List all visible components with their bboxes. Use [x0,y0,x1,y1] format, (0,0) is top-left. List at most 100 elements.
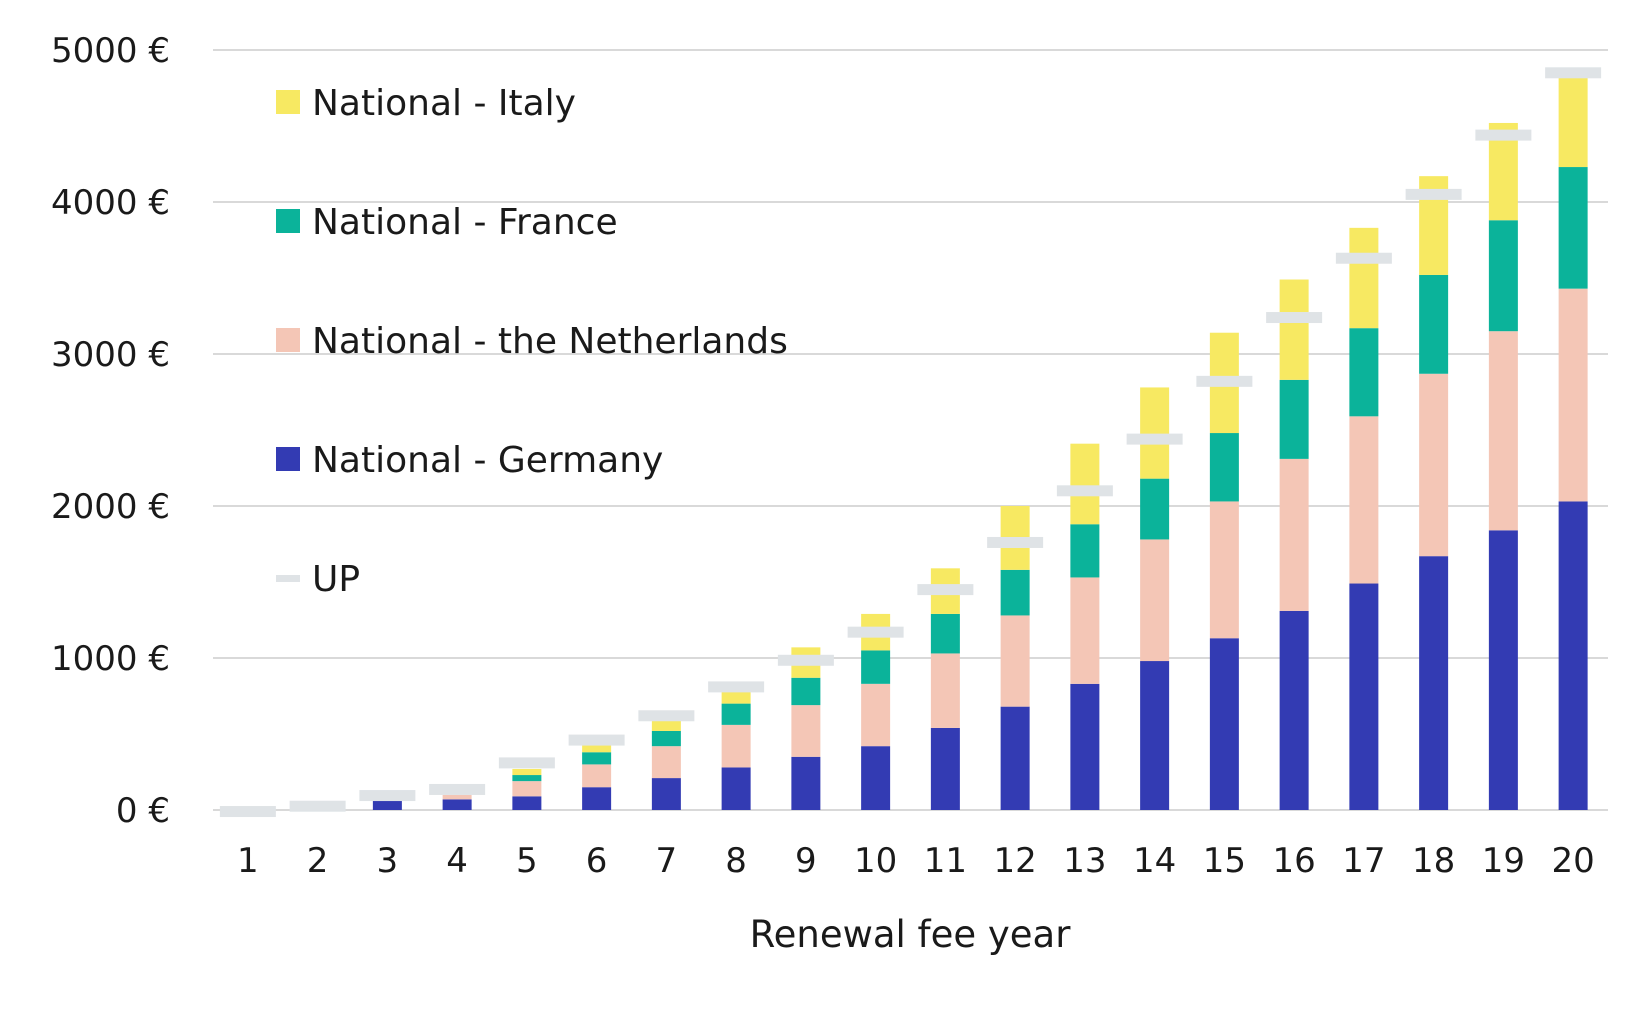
bar-segment [1349,416,1379,584]
bar-segment [651,730,681,747]
legend-swatch [276,90,300,114]
legend-swatch [276,209,300,233]
up-marker [1266,312,1323,324]
bar-segment [1000,569,1030,616]
bar-segment [1349,583,1379,810]
bar-segment [1558,288,1588,502]
bar-segment [1140,387,1170,479]
x-tick-label: 8 [725,841,747,881]
x-axis-title: Renewal fee year [750,913,1072,956]
bar-segment [582,743,612,753]
up-marker [917,584,974,596]
bar-segment [1070,524,1100,578]
y-tick-label: 5000 € [51,31,170,71]
x-tick-label: 5 [516,841,538,881]
x-tick-label: 14 [1133,841,1176,881]
y-tick-label: 0 € [116,791,170,831]
bar-segment [1070,577,1100,684]
x-tick-label: 9 [795,841,817,881]
bar-segment [861,683,891,747]
bar-segment [930,727,960,810]
legend-label: UP [312,559,360,600]
x-tick-label: 3 [377,841,399,881]
bar-segment [1488,530,1518,810]
bar-segment [1209,433,1239,502]
x-tick-label: 16 [1272,841,1315,881]
bar-segment [512,768,542,776]
x-tick-label: 10 [854,841,897,881]
up-marker [847,626,904,638]
bars [372,75,1588,810]
bar-segment [861,746,891,810]
bar-segment [512,775,542,782]
bar-segment [721,703,751,725]
legend-label: National - France [312,202,618,243]
bar-segment [1140,478,1170,540]
bar-segment [651,746,681,779]
bar-segment [1209,501,1239,639]
bar-segment [930,613,960,654]
up-marker [987,536,1044,548]
bar-segment [512,781,542,797]
bar-segment [1279,458,1309,611]
bar-segment [1558,167,1588,289]
up-marker [777,654,834,666]
x-tick-label: 13 [1063,841,1106,881]
x-tick-label: 18 [1412,841,1455,881]
bar-segment [930,653,960,728]
x-tick-label: 11 [924,841,967,881]
up-marker [568,734,625,746]
bar-segment [582,752,612,765]
legend: National - Italy National - France Nationa… [276,83,788,600]
x-tick-label: 15 [1203,841,1246,881]
legend-swatch [276,328,300,352]
bar-segment [721,724,751,768]
legend-label: National - Italy [312,83,576,124]
y-tick-label: 1000 € [51,639,170,679]
bar-segment [1419,373,1449,557]
legend-label: National - Germany [312,440,663,481]
x-tick-label: 6 [586,841,608,881]
up-marker [498,757,555,769]
up-marker [1475,129,1532,141]
gridlines [213,49,1608,811]
y-axis-tick-labels: 0 € 1000 € 2000 € 3000 € 4000 € 5000 € [51,31,170,831]
bar-segment [651,718,681,731]
bar-segment [1558,75,1588,168]
x-tick-label: 4 [446,841,468,881]
x-tick-label: 2 [307,841,329,881]
y-tick-label: 3000 € [51,335,170,375]
y-tick-label: 2000 € [51,487,170,527]
bar-segment [582,764,612,788]
bar-segment [442,799,472,810]
x-axis-tick-labels: 1 2 3 4 5 6 7 8 9 10 11 12 13 14 15 16 17 18 19 20 [237,841,1595,881]
bar-segment [791,705,821,757]
up-marker [708,681,765,693]
x-tick-label: 17 [1342,841,1385,881]
x-tick-label: 20 [1551,841,1594,881]
bar-segment [791,756,821,810]
bar-segment [1209,638,1239,810]
bar-segment [1140,661,1170,810]
legend-label: National - the Netherlands [312,321,788,362]
bar-segment [1488,220,1518,332]
up-marker [1056,485,1113,497]
up-marker [359,790,416,802]
bar-segment [1279,279,1309,380]
bar-segment [582,787,612,810]
bar-segment [1419,556,1449,810]
bar-segment [791,677,821,706]
up-marker [1545,67,1602,79]
bar-segment [721,767,751,810]
bar-segment [1279,610,1309,810]
bar-segment [1070,443,1100,525]
bar-segment [1140,539,1170,662]
bar-segment [1000,615,1030,707]
bar-segment [442,794,472,800]
x-tick-label: 19 [1482,841,1525,881]
up-marker [638,710,695,722]
bar-segment [861,650,891,684]
up-markers [219,67,1602,818]
up-marker [429,783,486,795]
